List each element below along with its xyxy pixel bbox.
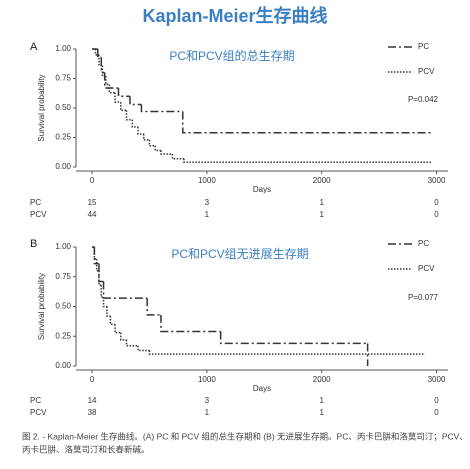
x-tick-label: 1000 [198, 176, 216, 185]
x-tick-label: 3000 [428, 375, 446, 384]
risk-count: 3 [205, 198, 210, 207]
survival-step [131, 119, 138, 128]
y-tick-label: 0.50 [55, 302, 71, 311]
risk-row-label: PC [30, 198, 41, 207]
panel-label: A [30, 41, 38, 53]
survival-step [120, 102, 127, 112]
survival-step [93, 247, 99, 265]
y-tick-label: 1.00 [55, 44, 71, 53]
legend-label: PC [418, 42, 429, 51]
y-tick-label: 1.00 [55, 242, 71, 251]
x-tick-label: 3000 [428, 176, 446, 185]
y-tick-label: 0.00 [55, 162, 71, 171]
survival-step [98, 54, 103, 67]
survival-step [98, 270, 102, 286]
risk-count: 0 [434, 396, 439, 405]
survival-step [101, 65, 106, 77]
risk-count: 0 [434, 408, 439, 417]
survival-step [102, 296, 107, 308]
y-tick-label: 0.50 [55, 103, 71, 112]
y-tick-label: 0.75 [55, 74, 71, 83]
risk-count: 1 [319, 408, 324, 417]
risk-row-label: PCV [30, 210, 47, 219]
survival-step [154, 145, 161, 152]
y-axis-label: Survival probability [37, 74, 46, 141]
risk-count: 1 [319, 198, 324, 207]
overlay-title: PC和PCV组无进展生存期 [171, 247, 308, 261]
survival-step [129, 96, 142, 106]
survival-step [109, 316, 116, 326]
risk-count: 1 [319, 396, 324, 405]
risk-count: 0 [434, 210, 439, 219]
survival-step [120, 332, 127, 341]
survival-step [95, 258, 99, 272]
risk-row-label: PC [30, 396, 41, 405]
survival-step [137, 126, 144, 135]
x-tick-label: 2000 [313, 375, 331, 384]
survival-step [148, 139, 156, 147]
risk-count: 0 [434, 198, 439, 207]
survival-step [183, 158, 431, 164]
survival-step [171, 154, 184, 160]
x-tick-label: 0 [90, 375, 95, 384]
legend-label: PCV [418, 67, 435, 76]
survival-step [102, 281, 148, 299]
page-title: Kaplan-Meier生存曲线 [142, 5, 327, 26]
caption: 丙卡巴肼、洛莫司汀和长春新碱。 [22, 444, 150, 454]
survival-step [103, 72, 119, 89]
risk-count: 38 [88, 408, 97, 417]
survival-step [160, 314, 221, 333]
overlay-title: PC和PCV组的总生存期 [169, 48, 294, 63]
risk-count: 1 [205, 408, 210, 417]
y-tick-label: 0.25 [55, 133, 71, 142]
p-value: P=0.042 [408, 95, 439, 104]
x-axis-label: Days [253, 384, 271, 393]
x-axis-label: Days [253, 185, 271, 194]
risk-count: 44 [88, 210, 97, 219]
legend-label: PCV [418, 264, 435, 273]
survival-step [160, 150, 173, 155]
x-tick-label: 2000 [313, 176, 331, 185]
legend-label: PC [418, 239, 429, 248]
survival-step [117, 87, 130, 97]
risk-count: 3 [205, 396, 210, 405]
risk-count: 15 [88, 198, 97, 207]
risk-row-label: PCV [30, 408, 47, 417]
risk-count: 14 [88, 396, 97, 405]
panel-label: B [30, 238, 37, 250]
survival-step [114, 92, 121, 103]
survival-step [105, 76, 110, 86]
y-tick-label: 0.00 [55, 361, 71, 370]
survival-step [93, 247, 97, 260]
survival-step [100, 57, 105, 74]
survival-step [142, 133, 150, 141]
survival-step [106, 306, 111, 317]
risk-count: 1 [205, 210, 210, 219]
survival-step [125, 339, 138, 347]
p-value: P=0.077 [408, 293, 439, 302]
survival-step [125, 110, 133, 121]
survival-step [148, 350, 426, 355]
x-tick-label: 0 [90, 176, 95, 185]
y-axis-label: Survival probability [37, 273, 46, 340]
y-tick-label: 0.25 [55, 331, 71, 340]
survival-step [219, 331, 368, 345]
y-tick-label: 0.75 [55, 272, 71, 281]
risk-count: 1 [319, 210, 324, 219]
survival-step [98, 263, 104, 283]
survival-step [146, 298, 161, 316]
survival-step [97, 49, 102, 59]
survival-step [100, 285, 104, 298]
x-tick-label: 1000 [198, 375, 216, 384]
survival-step [108, 84, 116, 94]
survival-step [182, 111, 431, 134]
survival-step [114, 324, 121, 334]
caption: 图 2. - Kaplan-Meier 生存曲线。(A) PC 和 PCV 组的… [22, 431, 468, 441]
survival-step [140, 104, 183, 113]
survival-step [137, 345, 150, 352]
